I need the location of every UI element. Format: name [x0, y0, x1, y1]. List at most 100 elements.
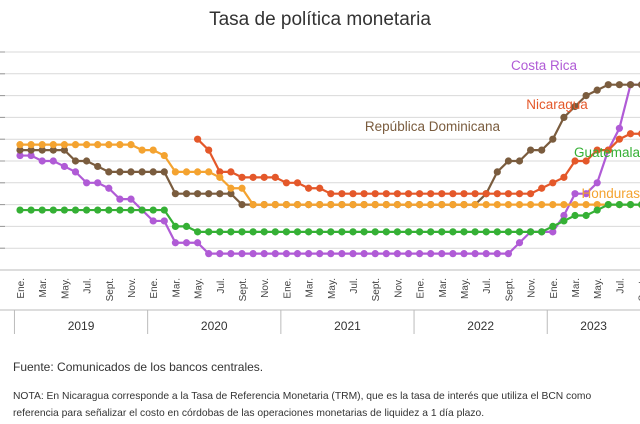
data-point — [416, 228, 424, 236]
data-point — [282, 179, 290, 187]
data-point — [138, 168, 146, 176]
data-point — [471, 190, 479, 198]
data-point — [382, 228, 390, 236]
data-point — [260, 201, 268, 209]
data-point — [60, 146, 68, 154]
data-point — [338, 190, 346, 198]
series-label: República Dominicana — [365, 119, 501, 134]
series-honduras — [16, 141, 640, 209]
data-point — [582, 92, 590, 100]
data-point — [371, 228, 379, 236]
data-point — [382, 190, 390, 198]
data-point — [538, 228, 546, 236]
data-point — [527, 201, 535, 209]
data-point — [560, 217, 568, 225]
data-point — [16, 141, 24, 149]
x-year-label: 2022 — [467, 319, 494, 333]
data-point — [27, 146, 35, 154]
data-point — [160, 151, 168, 160]
x-tick-label: Sept. — [638, 278, 640, 301]
data-point — [460, 250, 468, 258]
data-point — [504, 228, 512, 236]
x-tick-label: May. — [460, 278, 471, 299]
data-point — [582, 157, 590, 165]
series-label: Guatemala — [574, 145, 640, 160]
data-point — [393, 201, 401, 209]
x-tick-label: Mar. — [171, 278, 182, 297]
data-point — [83, 157, 91, 165]
data-point — [471, 228, 479, 236]
data-point — [182, 222, 191, 230]
data-point — [549, 222, 557, 230]
data-point — [149, 206, 157, 214]
data-point — [593, 146, 601, 154]
data-point — [438, 201, 446, 209]
data-point — [260, 228, 268, 236]
x-tick-label: Mar. — [571, 278, 582, 297]
data-point — [482, 228, 490, 236]
data-point — [360, 250, 368, 258]
data-point — [271, 250, 279, 258]
data-point — [127, 195, 135, 203]
x-tick-label: Sept. — [238, 278, 249, 301]
x-tick-label: Jul. — [349, 278, 360, 294]
data-point — [105, 184, 113, 192]
data-point — [305, 228, 313, 236]
source-note: Fuente: Comunicados de los bancos centra… — [13, 360, 264, 374]
data-point — [371, 190, 379, 198]
data-point — [471, 201, 479, 209]
data-point — [38, 141, 46, 149]
x-axis: Ene. Mar. May. Jul. Sept. Nov. Ene. Mar. May. Jul… — [0, 269, 640, 334]
data-point — [515, 157, 524, 165]
data-point — [316, 250, 324, 258]
data-point — [171, 239, 179, 247]
data-point — [27, 206, 35, 214]
data-point — [305, 184, 313, 192]
data-point — [538, 146, 546, 154]
data-point — [482, 190, 490, 198]
data-point — [227, 184, 235, 192]
x-year-label: 2019 — [68, 319, 95, 333]
data-point — [571, 190, 579, 198]
data-point — [83, 141, 91, 149]
data-point — [71, 168, 80, 176]
data-point — [626, 81, 635, 89]
data-point — [382, 201, 390, 209]
data-point — [138, 146, 146, 154]
x-tick-label: Mar. — [38, 278, 49, 297]
data-point — [604, 146, 612, 154]
data-point — [493, 168, 501, 176]
data-point — [327, 228, 335, 236]
data-point — [538, 201, 546, 209]
data-point — [316, 228, 324, 236]
data-point — [116, 168, 124, 176]
data-point — [238, 228, 246, 236]
data-point — [205, 250, 213, 258]
data-point — [515, 228, 524, 236]
x-tick-label: Jul. — [216, 278, 227, 294]
data-point — [504, 201, 512, 209]
data-point — [615, 81, 624, 89]
data-point — [593, 206, 601, 214]
data-point — [49, 157, 57, 165]
data-point — [449, 190, 457, 198]
data-point — [94, 206, 102, 214]
data-point — [149, 168, 157, 176]
data-point — [460, 201, 468, 209]
data-point — [560, 173, 568, 181]
data-point — [393, 250, 401, 258]
data-point — [238, 184, 246, 192]
data-point — [615, 135, 624, 143]
data-point — [194, 168, 202, 176]
data-point — [182, 190, 191, 198]
data-point — [105, 168, 113, 176]
data-point — [205, 190, 213, 198]
x-tick-label: Sept. — [371, 278, 382, 301]
data-point — [582, 211, 590, 220]
x-tick-label: Jul. — [482, 278, 493, 294]
data-point — [293, 250, 302, 258]
data-point — [582, 201, 590, 209]
data-point — [27, 151, 35, 160]
series-label: Costa Rica — [511, 58, 578, 73]
x-tick-label: Nov. — [260, 278, 271, 298]
